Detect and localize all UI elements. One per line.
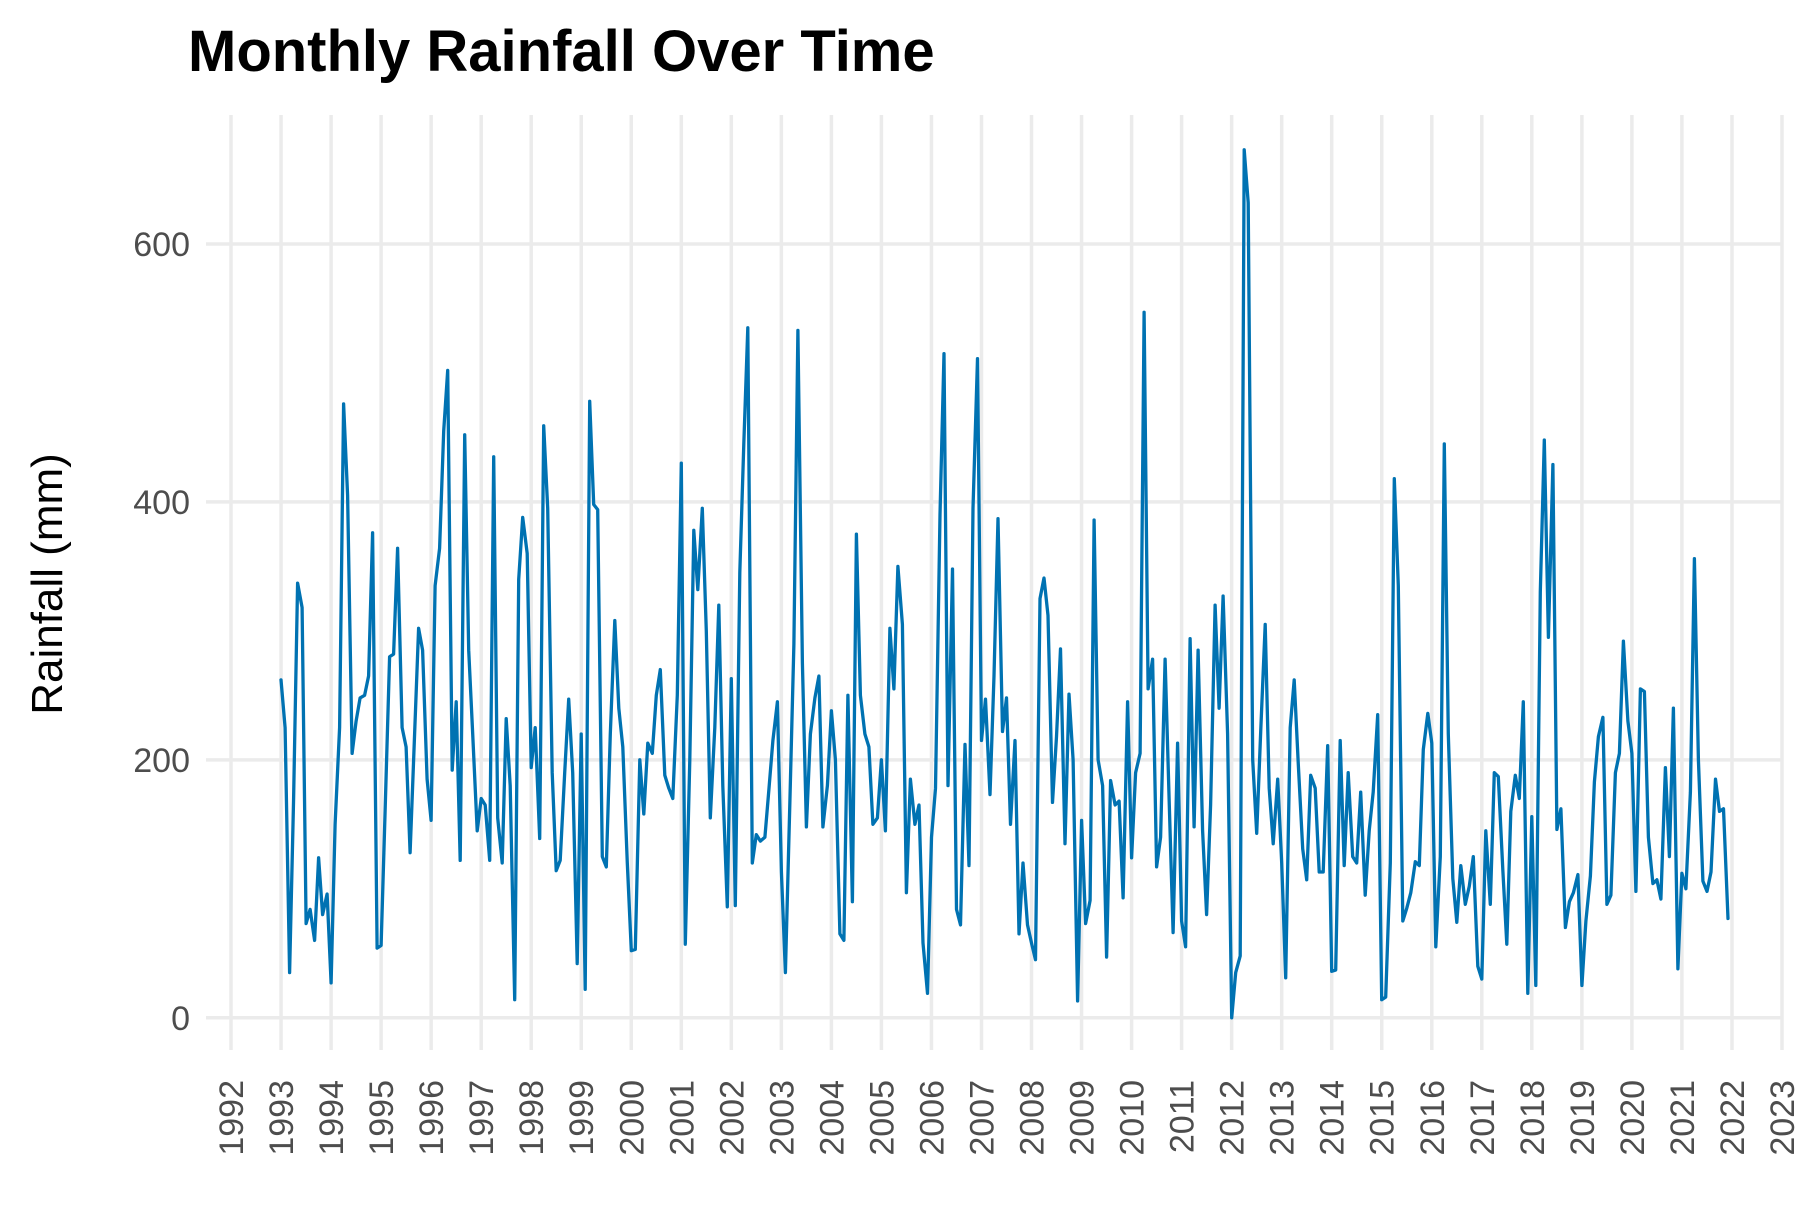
y-axis-ticks: 0 200 400 600 — [133, 226, 190, 1038]
gridlines — [206, 115, 1784, 1050]
rainfall-series-line — [279, 148, 1730, 1020]
x-tick-label: 1992 — [213, 1080, 251, 1156]
x-tick-label: 2007 — [963, 1080, 1001, 1156]
x-tick-label: 1995 — [363, 1080, 401, 1156]
x-tick-label: 2012 — [1214, 1080, 1252, 1156]
x-tick-label: 2014 — [1314, 1080, 1352, 1156]
x-tick-label: 1999 — [563, 1080, 601, 1156]
x-tick-label: 2013 — [1264, 1080, 1302, 1156]
x-tick-label: 2021 — [1664, 1080, 1702, 1156]
x-tick-label: 2015 — [1364, 1080, 1402, 1156]
y-tick-label: 200 — [133, 742, 190, 780]
x-tick-label: 2016 — [1414, 1080, 1452, 1156]
x-axis-ticks: 1992 1993 1994 1995 1996 1997 1998 1999 2000 2001… — [213, 1080, 1800, 1156]
x-tick-label: 2003 — [763, 1080, 801, 1156]
x-tick-label: 2017 — [1464, 1080, 1502, 1156]
x-tick-label: 1996 — [413, 1080, 451, 1156]
x-tick-label: 2020 — [1614, 1080, 1652, 1156]
y-axis-title: Rainfall (mm) — [23, 453, 72, 715]
x-tick-label: 2011 — [1164, 1080, 1202, 1153]
x-tick-label: 2023 — [1764, 1080, 1800, 1156]
x-tick-label: 1998 — [513, 1080, 551, 1156]
x-tick-label: 1997 — [463, 1080, 501, 1156]
y-tick-label: 400 — [133, 484, 190, 522]
chart-title: Monthly Rainfall Over Time — [188, 19, 935, 84]
x-tick-label: 2009 — [1064, 1080, 1102, 1156]
x-tick-label: 1994 — [313, 1080, 351, 1156]
x-tick-label: 2000 — [613, 1080, 651, 1156]
x-tick-label: 2004 — [813, 1080, 851, 1156]
x-tick-label: 2006 — [913, 1080, 951, 1156]
x-tick-label: 2008 — [1014, 1080, 1052, 1156]
x-tick-label: 2022 — [1714, 1080, 1752, 1156]
x-tick-label: 2002 — [713, 1080, 751, 1156]
y-tick-label: 0 — [171, 1000, 190, 1038]
x-tick-label: 2010 — [1114, 1080, 1152, 1156]
x-tick-label: 1993 — [263, 1080, 301, 1156]
x-tick-label: 2005 — [863, 1080, 901, 1156]
x-tick-label: 2019 — [1564, 1080, 1602, 1156]
y-tick-label: 600 — [133, 226, 190, 264]
x-tick-label: 2001 — [663, 1080, 701, 1156]
x-tick-label: 2018 — [1514, 1080, 1552, 1156]
